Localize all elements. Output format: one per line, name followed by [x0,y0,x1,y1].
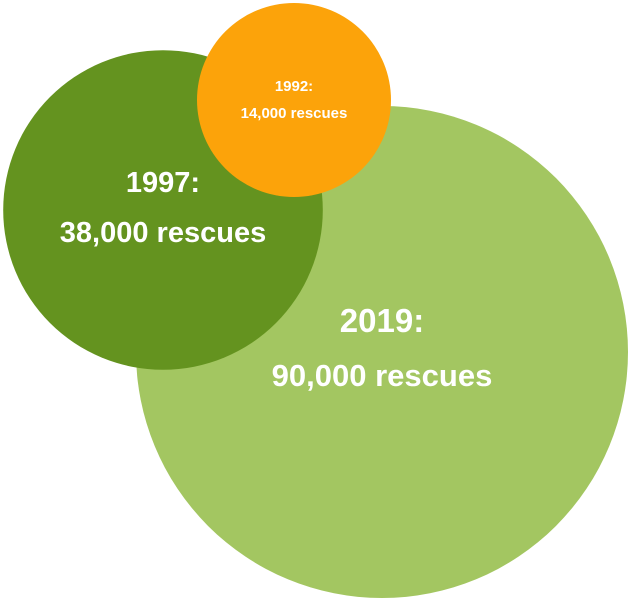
bubble-value-label-1997: 38,000 rescues [60,217,266,249]
bubble-value-label-1992: 14,000 rescues [241,105,348,122]
bubble-year-label-1997: 1997: [126,167,200,199]
bubble-year-label-1992: 1992: [275,78,313,95]
bubble-1992 [197,3,391,197]
bubble-value-label-2019: 90,000 rescues [272,358,493,393]
bubble-year-label-2019: 2019: [340,302,424,339]
